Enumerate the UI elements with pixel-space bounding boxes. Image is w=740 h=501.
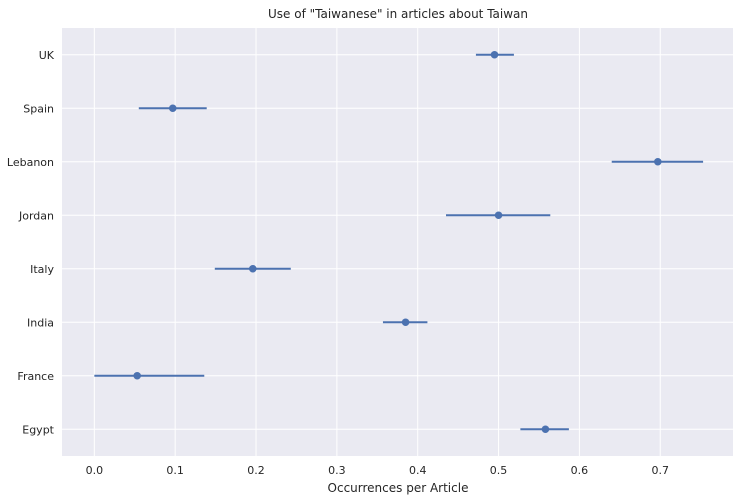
x-tick-label: 0.0 [86,464,104,477]
data-point [133,371,141,380]
data-point [248,264,257,273]
x-tick-label: 0.3 [328,464,346,477]
y-tick-label: Egypt [22,423,54,436]
x-tick-label: 0.1 [166,464,184,477]
x-axis-label: Occurrences per Article [328,481,469,495]
data-point [490,50,499,59]
x-tick-label: 0.6 [571,464,589,477]
data-points [133,50,662,434]
y-tick-label: Lebanon [7,156,54,169]
plot-background [62,28,733,456]
data-point [168,104,177,113]
data-point [541,425,550,434]
data-point [494,211,503,220]
y-tick-label: Spain [23,102,54,115]
y-tick-label: UK [39,49,55,62]
y-tick-labels: UK Spain Lebanon Jordan Italy India France Egyp… [7,49,55,437]
y-tick-label: Jordan [18,209,54,222]
y-tick-label: France [17,370,54,383]
x-gridlines [93,28,661,456]
y-tick-label: Italy [30,263,54,276]
x-tick-label: 0.5 [490,464,508,477]
x-tick-label: 0.2 [247,464,265,477]
x-tick-label: 0.4 [409,464,427,477]
x-tick-label: 0.7 [651,464,669,477]
y-tick-label: India [27,316,54,329]
data-point [654,157,662,166]
data-point [401,318,410,327]
x-tick-labels: 0.0 0.1 0.2 0.3 0.4 0.5 0.6 0.7 [86,464,669,477]
chart-title: Use of "Taiwanese" in articles about Tai… [268,7,528,21]
